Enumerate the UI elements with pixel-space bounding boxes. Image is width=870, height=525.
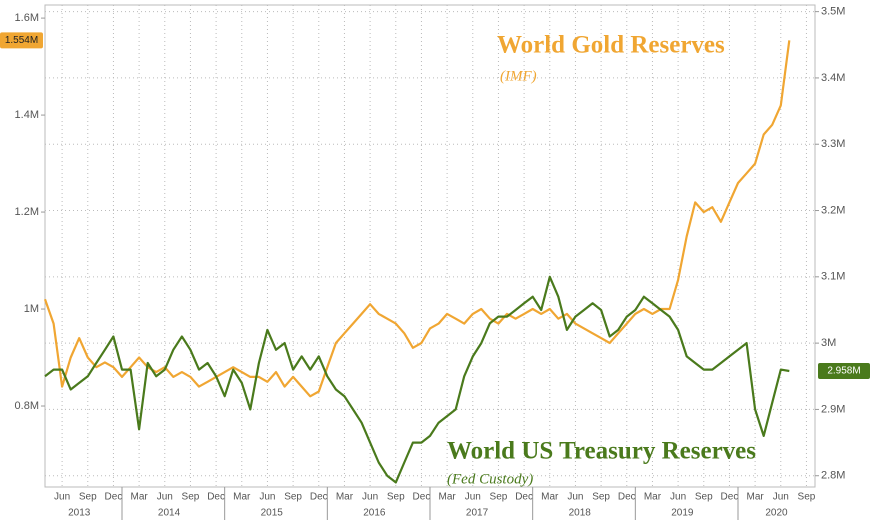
y-tick-label: 1.6M [15, 12, 39, 24]
x-tick-label: Jun [567, 492, 583, 503]
series-annotation: World US Treasury Reserves [447, 438, 756, 465]
series-source: (Fed Custody) [447, 471, 533, 487]
year-label: 2014 [158, 508, 181, 519]
x-tick-label: Jun [157, 492, 173, 503]
x-tick-label: Jun [54, 492, 70, 503]
x-tick-label: Dec [515, 492, 533, 503]
x-tick-label: Sep [182, 492, 200, 503]
y-tick-label: 1.2M [15, 206, 39, 218]
end-value-tag [0, 32, 43, 49]
x-tick-label: Dec [413, 492, 431, 503]
end-value-label: 2.958M [827, 366, 860, 377]
x-tick-label: Jun [773, 492, 789, 503]
year-label: 2015 [261, 508, 284, 519]
x-tick-label: Sep [284, 492, 302, 503]
series-source: (IMF) [500, 68, 537, 84]
year-label: 2017 [466, 508, 489, 519]
x-tick-label: Mar [130, 492, 148, 503]
y2-tick-label: 3.3M [821, 138, 845, 150]
x-tick-label: Sep [695, 492, 713, 503]
y-tick-label: 0.8M [15, 400, 39, 412]
x-tick-label: Dec [721, 492, 739, 503]
y2-tick-label: 3.4M [821, 72, 845, 84]
x-tick-label: Sep [387, 492, 405, 503]
x-tick-label: Dec [207, 492, 225, 503]
end-value-label: 1.554M [5, 35, 38, 46]
x-tick-label: Sep [798, 492, 816, 503]
plot-frame [44, 4, 816, 488]
series-line [44, 275, 790, 484]
y2-tick-label: 2.9M [821, 403, 845, 415]
end-value-tag [818, 362, 870, 379]
x-tick-label: Mar [336, 492, 354, 503]
y-tick-label: 1.4M [15, 109, 39, 121]
year-label: 2020 [765, 508, 788, 519]
y2-tick-label: 3.2M [821, 204, 845, 216]
year-label: 2016 [363, 508, 386, 519]
x-tick-label: Mar [438, 492, 456, 503]
x-tick-label: Mar [644, 492, 662, 503]
x-tick-label: Dec [105, 492, 123, 503]
series-annotation: World Gold Reserves [497, 32, 725, 59]
x-tick-label: Mar [746, 492, 764, 503]
x-tick-label: Jun [670, 492, 686, 503]
x-tick-label: Jun [259, 492, 275, 503]
y-tick-label: 1M [24, 303, 39, 315]
year-label: 2013 [68, 508, 91, 519]
series-line [43, 40, 791, 398]
y2-tick-label: 3.5M [821, 6, 845, 18]
x-tick-label: Dec [310, 492, 328, 503]
x-tick-label: Sep [592, 492, 610, 503]
x-tick-label: Jun [362, 492, 378, 503]
year-label: 2019 [671, 508, 694, 519]
x-tick-label: Mar [233, 492, 251, 503]
x-tick-label: Mar [541, 492, 559, 503]
x-tick-label: Dec [618, 492, 636, 503]
x-tick-label: Sep [79, 492, 97, 503]
year-label: 2018 [569, 508, 592, 519]
x-tick-label: Jun [465, 492, 481, 503]
y2-tick-label: 3.1M [821, 271, 845, 283]
y2-tick-label: 3M [821, 337, 836, 349]
x-tick-label: Sep [490, 492, 508, 503]
y2-tick-label: 2.8M [821, 470, 845, 482]
